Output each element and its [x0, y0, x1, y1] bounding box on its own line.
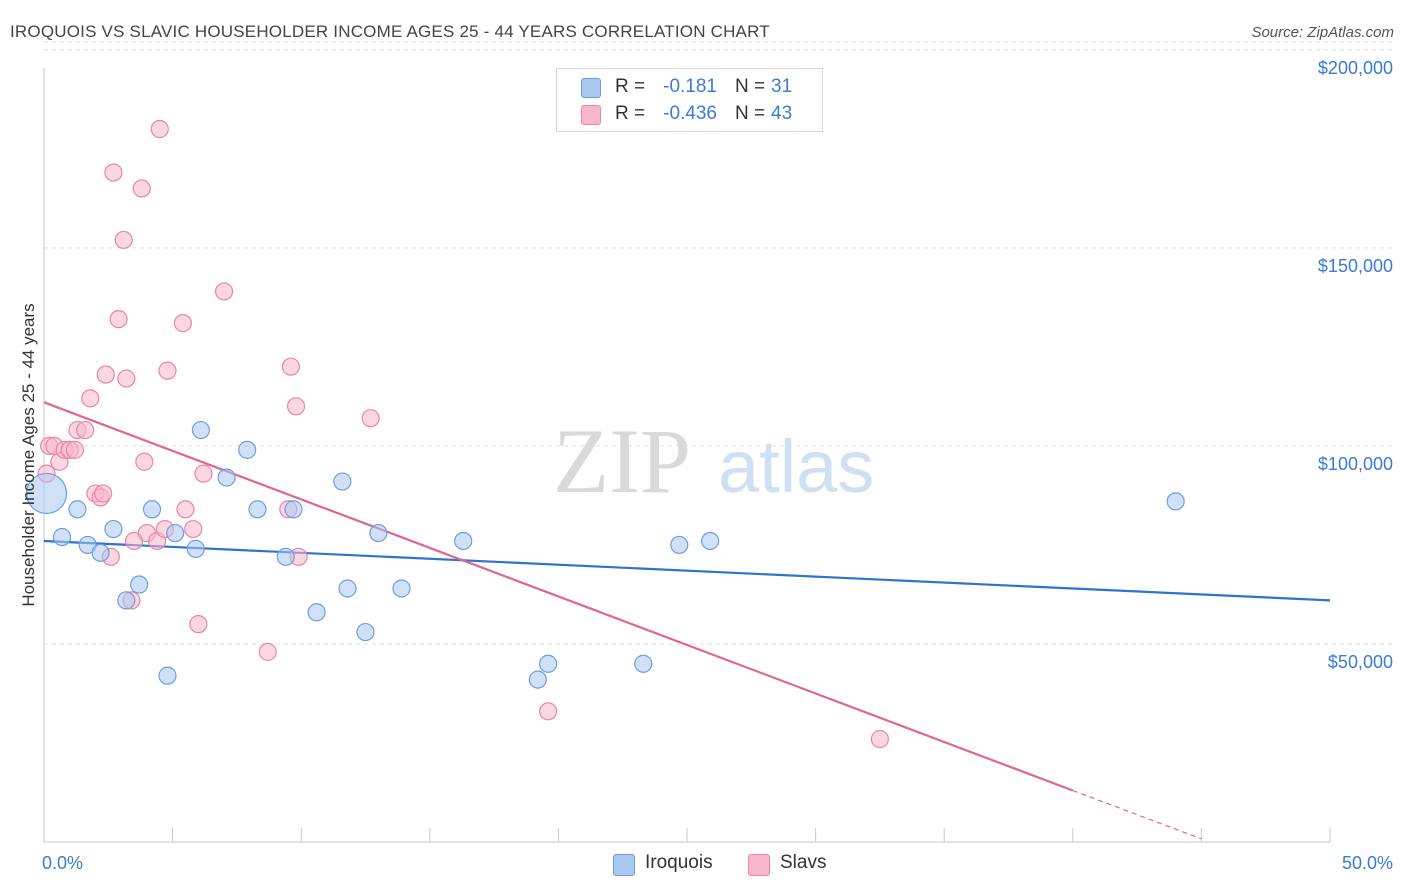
y-tick-label: $100,000	[1318, 454, 1393, 474]
source-label: Source: ZipAtlas.com	[1251, 24, 1394, 41]
stats-legend: R = -0.181 N = 31 R = -0.436 N = 43	[556, 68, 823, 132]
iroquois-point	[276, 547, 295, 566]
iroquois-point	[68, 500, 87, 519]
iroquois-point	[333, 472, 352, 491]
slavs-point	[173, 314, 192, 333]
n-label: N =	[735, 103, 766, 124]
slavs-point	[135, 452, 154, 471]
gridlines	[44, 41, 1395, 645]
iroquois-point	[392, 579, 411, 598]
stats-row-slavs: R = -0.436 N = 43	[557, 101, 822, 127]
iroquois-point	[52, 527, 72, 547]
x-tick-label: 50.0%	[1342, 853, 1393, 873]
y-tick-label: $50,000	[1328, 652, 1393, 672]
iroquois-point	[701, 531, 720, 551]
slavs-point	[117, 369, 136, 388]
iroquois-point	[130, 575, 149, 594]
iroquois-point	[166, 523, 185, 543]
slavs-trend-line	[43, 401, 1074, 792]
slavs-point	[150, 119, 169, 139]
slavs-point	[361, 409, 380, 428]
iroquois-point	[284, 500, 303, 519]
slavs-point	[114, 230, 133, 250]
slavs-point	[65, 440, 84, 459]
slavs-point	[286, 397, 306, 416]
iroquois-point	[117, 591, 136, 610]
iroquois-point	[670, 535, 689, 555]
iroquois-point	[248, 500, 267, 519]
slavs-point	[109, 310, 128, 329]
r-label: R =	[615, 76, 646, 97]
y-axis-label: Householder Income Ages 25 - 44 years	[19, 303, 38, 606]
slavs-point	[76, 420, 95, 440]
n-label: N =	[735, 76, 766, 97]
iroquois-point	[217, 468, 236, 487]
watermark-zip: ZIP	[553, 410, 691, 512]
iroquois-point	[1166, 492, 1185, 511]
slavs-trend-extension	[1072, 789, 1202, 840]
iroquois-point	[454, 531, 473, 551]
iroquois-point	[91, 543, 110, 562]
slavs-point	[158, 361, 177, 380]
slavs-point	[870, 729, 890, 749]
n-value: 43	[771, 103, 793, 124]
iroquois-legend-swatch	[613, 854, 635, 876]
iroquois-point	[142, 500, 162, 519]
iroquois-point	[528, 670, 547, 689]
iroquois-point	[186, 539, 205, 558]
y-tick-label: $200,000	[1318, 58, 1393, 78]
r-label: R =	[615, 103, 646, 124]
watermark: ZIP atlas	[553, 410, 874, 512]
iroquois-swatch	[581, 78, 601, 98]
iroquois-point	[104, 519, 123, 539]
trend-lines	[43, 401, 1331, 840]
r-value: -0.436	[663, 103, 717, 124]
slavs-point	[176, 500, 195, 519]
data-points	[25, 119, 1185, 749]
legend-label-slavs: Slavs	[780, 852, 827, 873]
x-tick-label: 0.0%	[42, 853, 83, 873]
iroquois-point	[369, 523, 388, 543]
stats-row-iroquois: R = -0.181 N = 31	[557, 74, 822, 100]
watermark-atlas: atlas	[718, 425, 874, 508]
slavs-point	[96, 365, 115, 384]
slavs-point	[194, 464, 213, 483]
slavs-point	[94, 484, 113, 503]
iroquois-point	[238, 440, 257, 459]
iroquois-point	[338, 579, 357, 598]
iroquois-point	[539, 654, 558, 673]
slavs-point	[281, 357, 301, 376]
chart-title: IROQUOIS VS SLAVIC HOUSEHOLDER INCOME AG…	[10, 22, 770, 41]
slavs-point	[214, 282, 234, 301]
y-tick-label: $150,000	[1318, 256, 1393, 276]
slavs-point	[132, 179, 151, 198]
axes	[43, 68, 1331, 843]
iroquois-point	[25, 472, 68, 515]
slavs-point	[539, 702, 558, 721]
iroquois-point	[158, 666, 177, 685]
slavs-point	[258, 642, 277, 661]
slavs-point	[104, 163, 123, 182]
r-value: -0.181	[663, 76, 717, 97]
iroquois-point	[634, 654, 653, 673]
iroquois-trend-line	[43, 539, 1331, 602]
slavs-swatch	[581, 105, 601, 125]
iroquois-point	[191, 420, 210, 440]
slavs-point	[81, 389, 100, 408]
slavs-point	[189, 615, 208, 634]
legend-label-iroquois: Iroquois	[645, 852, 713, 873]
slavs-legend-swatch	[748, 854, 770, 876]
series-legend: Iroquois Slavs	[0, 852, 1406, 878]
iroquois-point	[356, 622, 375, 642]
iroquois-point	[307, 603, 326, 622]
slavs-point	[184, 519, 203, 539]
tick-labels: $50,000 $100,000 $150,000 $200,000 0.0% 50.0%	[42, 58, 1393, 873]
n-value: 31	[771, 76, 793, 97]
